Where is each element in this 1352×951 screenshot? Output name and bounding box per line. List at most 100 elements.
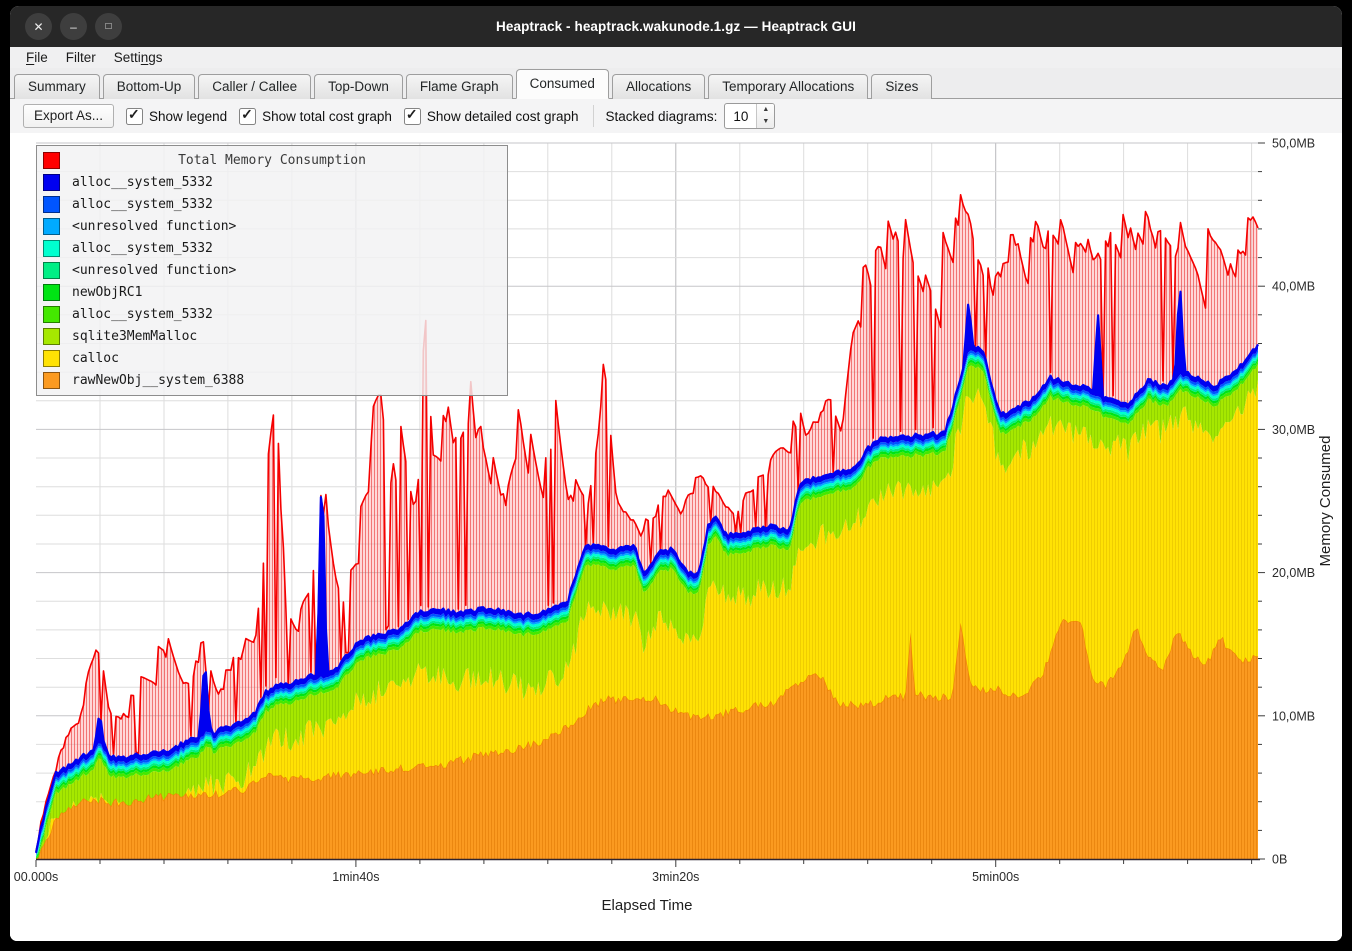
y-tick-label: 40,0MB xyxy=(1272,280,1315,294)
legend-row-rawnewobj-system-6388: rawNewObj__system_6388 xyxy=(37,369,507,391)
legend-swatch xyxy=(43,349,60,367)
checkbox-label: Show legend xyxy=(149,108,228,124)
app-window: ✕ – □ Heaptrack - heaptrack.wakunode.1.g… xyxy=(10,6,1342,941)
checkbox-box[interactable]: ✓ xyxy=(126,106,144,125)
maximize-button[interactable]: □ xyxy=(95,13,122,40)
tabbar: Summary Bottom-Up Caller / Callee Top-Down F… xyxy=(10,68,1342,99)
titlebar: ✕ – □ Heaptrack - heaptrack.wakunode.1.g… xyxy=(10,6,1342,47)
toolbar: Export As... ✓ Show legend ✓ Show total cos… xyxy=(10,99,1342,133)
legend-label: <unresolved function> xyxy=(72,262,237,278)
x-axis-title: Elapsed Time xyxy=(602,897,693,914)
legend-label: alloc__system_5332 xyxy=(72,196,213,212)
series-alloc-system-5332-area xyxy=(36,291,1258,855)
legend-swatch xyxy=(43,173,60,191)
y-tick-label: 30,0MB xyxy=(1272,423,1315,437)
series-alloc-system-5332-area xyxy=(36,349,1258,856)
legend-swatch xyxy=(43,217,60,235)
tab-bottom-up[interactable]: Bottom-Up xyxy=(102,74,196,99)
checkbox-box[interactable]: ✓ xyxy=(403,106,421,125)
x-tick-label: 5min00s xyxy=(972,870,1019,884)
legend-label: calloc xyxy=(72,350,119,366)
menu-item-settings[interactable]: Setti n gs xyxy=(113,50,163,65)
y-tick-label: 0B xyxy=(1272,853,1287,867)
checkbox-label: Show detailed cost graph xyxy=(426,108,579,124)
legend-swatch xyxy=(43,239,60,257)
window-title: Heaptrack - heaptrack.wakunode.1.gz — He… xyxy=(496,19,856,34)
legend-row-alloc-system-5332: alloc__system_5332 xyxy=(37,237,507,259)
legend-swatch xyxy=(43,283,60,301)
legend-swatch xyxy=(43,371,60,389)
x-tick-label: 1min40s xyxy=(332,870,379,884)
series-rawnewobj-area xyxy=(36,619,1258,859)
tab-consumed[interactable]: Consumed xyxy=(515,69,609,99)
x-tick-label: 3min20s xyxy=(652,870,699,884)
legend-label: alloc__system_5332 xyxy=(72,306,213,322)
spin-up-button[interactable]: ▲ xyxy=(762,106,770,113)
y-axis-title: Memory Consumed xyxy=(1317,436,1334,567)
checkbox-show-legend[interactable]: ✓ Show legend xyxy=(126,106,228,125)
tab-flame-graph[interactable]: Flame Graph xyxy=(405,74,513,99)
series-unresolved-function-area xyxy=(36,356,1258,858)
export-as-button[interactable]: Export As... xyxy=(23,104,115,128)
checkbox-show-total-cost-graph[interactable]: ✓ Show total cost graph xyxy=(239,106,392,125)
x-tick-label: 00.000s xyxy=(14,870,58,884)
legend-row-sqlite3memmalloc: sqlite3MemMalloc xyxy=(37,325,507,347)
chart-area: 00.000s 1min40s 3min20s 5min00s 0B 10,0MB 20,0… xyxy=(10,133,1342,941)
legend-label: sqlite3MemMalloc xyxy=(72,328,198,344)
legend-label: <unresolved function> xyxy=(72,218,237,234)
tab-caller-callee[interactable]: Caller / Callee xyxy=(198,74,312,99)
stacked-diagrams-label: Stacked diagrams: xyxy=(605,108,718,124)
legend-label: rawNewObj__system_6388 xyxy=(72,372,245,388)
close-button[interactable]: ✕ xyxy=(25,13,52,40)
checkbox-show-detailed-cost-graph[interactable]: ✓ Show detailed cost graph xyxy=(403,106,579,125)
menu-item-filter[interactable]: Filter xyxy=(65,50,96,65)
series-alloc-system-5332-area xyxy=(36,360,1258,859)
legend-row-alloc-system-5332: alloc__system_5332 xyxy=(37,193,507,215)
legend-label: alloc__system_5332 xyxy=(72,174,213,190)
legend-label: alloc__system_5332 xyxy=(72,240,213,256)
legend-row-unresolved-function: <unresolved function> xyxy=(37,259,507,281)
tab-allocations[interactable]: Allocations xyxy=(611,74,706,99)
series-alloc-system-top-line xyxy=(34,290,1259,854)
legend-row-total-memory-consumption: Total Memory Consumption xyxy=(37,149,507,171)
legend-row-unresolved-function: <unresolved function> xyxy=(37,215,507,237)
checkbox-box[interactable]: ✓ xyxy=(239,106,257,125)
series-sqlite3memmalloc-area xyxy=(36,364,1258,859)
legend-row-newobjrc1: newObjRC1 xyxy=(37,281,507,303)
y-tick-label: 20,0MB xyxy=(1272,566,1315,580)
maximize-icon: □ xyxy=(105,20,112,32)
y-tick-label: 10,0MB xyxy=(1272,709,1315,723)
legend-swatch xyxy=(43,327,60,345)
minimize-icon: – xyxy=(70,19,77,34)
legend-row-alloc-system-5332: alloc__system_5332 xyxy=(37,303,507,325)
toolbar-separator xyxy=(592,105,594,127)
legend-row-calloc: calloc xyxy=(37,347,507,369)
tab-summary[interactable]: Summary xyxy=(14,74,100,99)
series-unresolved-function-area xyxy=(36,351,1258,856)
legend-swatch xyxy=(43,305,60,323)
tab-sizes[interactable]: Sizes xyxy=(871,74,933,99)
series-calloc-area xyxy=(36,379,1258,859)
series-total-memory-line xyxy=(35,194,1259,852)
chart-legend: Total Memory Consumption alloc__system_53… xyxy=(36,145,508,396)
memory-consumption-chart[interactable]: 00.000s 1min40s 3min20s 5min00s 0B 10,0MB 20,0… xyxy=(10,133,1342,941)
spin-down-button[interactable]: ▼ xyxy=(762,118,770,125)
stacked-diagrams-value: 10 xyxy=(733,108,749,124)
stacked-diagrams-spinbox[interactable]: 10 ▲ ▼ xyxy=(724,103,776,129)
tab-top-down[interactable]: Top-Down xyxy=(314,74,403,99)
axis-ticks xyxy=(35,142,1265,867)
close-icon: ✕ xyxy=(33,19,44,34)
checkbox-label: Show total cost graph xyxy=(262,108,392,124)
legend-swatch xyxy=(43,151,60,169)
tab-temporary-allocations[interactable]: Temporary Allocations xyxy=(708,74,869,99)
series-newobjrc1-area xyxy=(36,358,1258,858)
y-tick-label: 50,0MB xyxy=(1272,137,1315,151)
legend-swatch xyxy=(43,261,60,279)
series-total-memory-area xyxy=(36,194,1258,853)
legend-swatch xyxy=(43,195,60,213)
minimize-button[interactable]: – xyxy=(60,13,87,40)
legend-row-alloc-system-5332: alloc__system_5332 xyxy=(37,171,507,193)
legend-chart-title: Total Memory Consumption xyxy=(178,152,366,168)
